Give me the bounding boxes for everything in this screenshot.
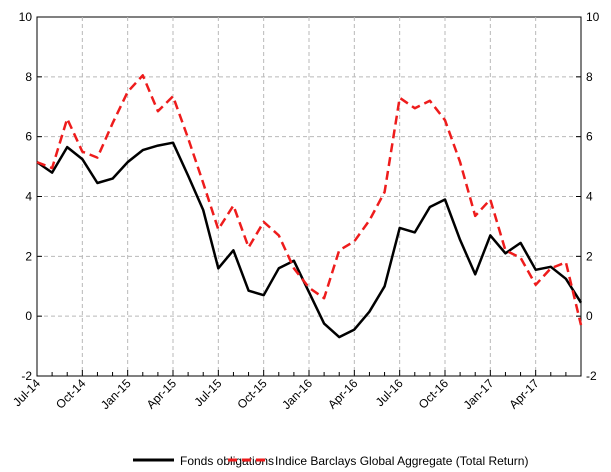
y-tick-label-right-6: 10 (586, 10, 600, 24)
y-tick-label-left-6: 10 (19, 10, 33, 24)
grid-lines (37, 17, 581, 376)
x-tick-label-11: Apr-17 (506, 376, 542, 412)
y-tick-label-right-2: 2 (586, 249, 593, 263)
y-tick-label-right-3: 4 (586, 190, 593, 204)
y-tick-label-left-4: 6 (25, 130, 32, 144)
y-tick-label-left-0: -2 (21, 369, 32, 383)
x-tick-label-2: Jan-15 (98, 376, 134, 412)
legend-item-fonds: Fonds obligations (133, 454, 274, 468)
y-tick-label-left-1: 0 (25, 309, 32, 323)
series-line-fonds (36, 141, 583, 339)
x-tick-label-3: Apr-15 (144, 376, 180, 412)
legend-item-barclays: Indice Barclays Global Aggregate (Total … (228, 454, 528, 468)
x-tick-label-5: Oct-15 (234, 376, 270, 412)
legend-label-barclays: Indice Barclays Global Aggregate (Total … (275, 454, 528, 468)
x-tick-label-9: Oct-16 (416, 376, 452, 412)
y-tick-label-right-4: 6 (586, 130, 593, 144)
x-tick-label-10: Jan-17 (461, 376, 497, 412)
x-tick-label-7: Apr-16 (325, 376, 361, 412)
y-tick-label-right-5: 8 (586, 70, 593, 84)
legend-label-fonds: Fonds obligations (180, 454, 274, 468)
y-tick-label-right-0: -2 (586, 369, 597, 383)
y-tick-label-left-2: 2 (25, 249, 32, 263)
x-tick-label-8: Jul-16 (373, 376, 406, 409)
y-tick-label-right-1: 0 (586, 309, 593, 323)
x-tick-label-4: Jul-15 (191, 376, 224, 409)
x-tick-label-6: Jan-16 (279, 376, 315, 412)
y-tick-label-left-3: 4 (25, 190, 32, 204)
series-lines (36, 74, 583, 339)
x-tick-label-1: Oct-14 (53, 376, 89, 412)
y-tick-label-left-5: 8 (25, 70, 32, 84)
legend: Fonds obligations Indice Barclays Global… (133, 454, 528, 468)
